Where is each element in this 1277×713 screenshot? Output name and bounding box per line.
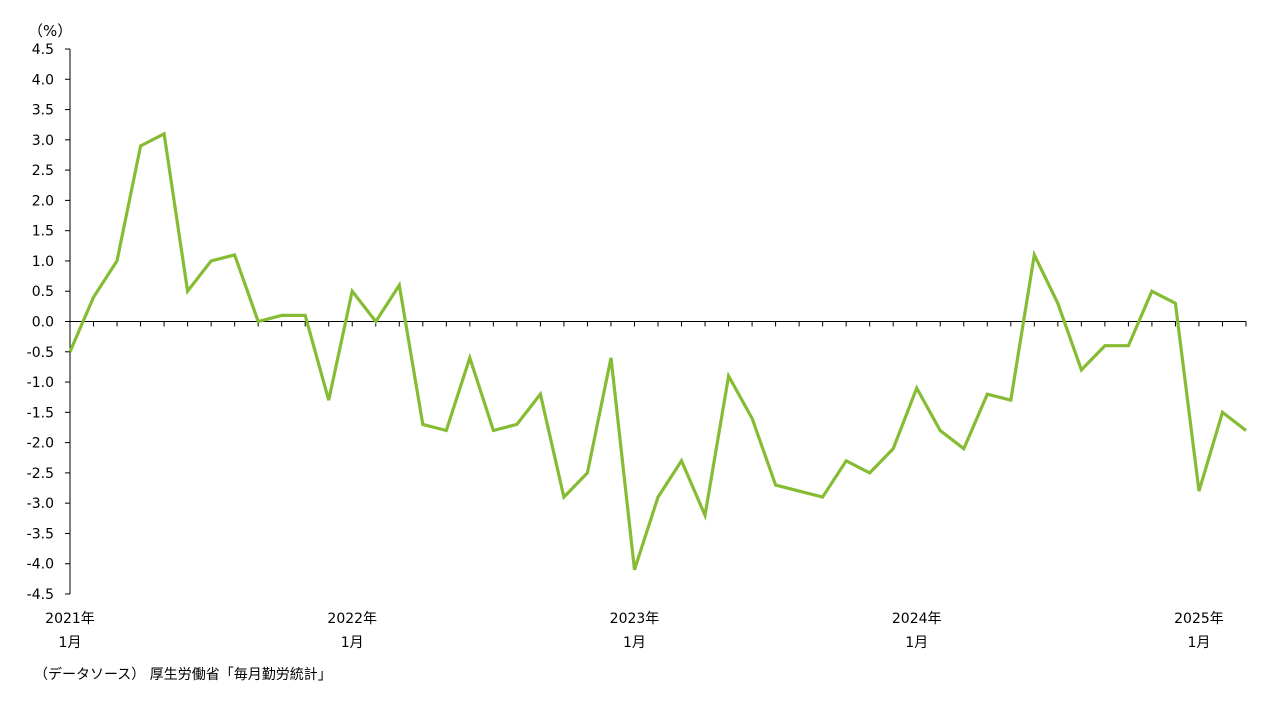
data-point (162, 132, 165, 135)
y-tick-label: 1.5 (32, 224, 54, 240)
y-tick-label: -4.0 (27, 557, 54, 573)
data-point (845, 459, 848, 462)
data-point (892, 447, 895, 450)
y-tick-label: 1.0 (32, 254, 54, 270)
data-point (139, 144, 142, 147)
data-point (1221, 411, 1224, 414)
y-tick-label: 3.5 (32, 103, 54, 119)
x-tick-label-month: 1月 (623, 635, 646, 651)
data-point (1197, 489, 1200, 492)
data-point (703, 514, 706, 517)
data-point (1244, 429, 1247, 432)
data-point (115, 259, 118, 262)
x-tick-label-month: 1月 (341, 635, 364, 651)
data-point (68, 350, 71, 353)
data-point (1056, 302, 1059, 305)
data-point (280, 314, 283, 317)
x-tick-label-month: 1月 (59, 635, 82, 651)
data-point (1033, 253, 1036, 256)
data-point (774, 483, 777, 486)
x-tick-label-month: 1月 (1187, 635, 1210, 651)
y-axis: 4.5 4.0 3.5 3.0 2.5 2.0 1.5 1.0 0.5 0.0 -0.5 -1.0 -1… (27, 42, 71, 603)
data-point (656, 496, 659, 499)
y-tick-label: 4.0 (32, 72, 54, 88)
data-point (445, 429, 448, 432)
data-point (233, 253, 236, 256)
data-point (868, 471, 871, 474)
y-axis-unit-label: （%） (28, 22, 72, 40)
data-point (798, 489, 801, 492)
y-tick-label: 0.5 (32, 284, 54, 300)
data-point (327, 399, 330, 402)
data-point (680, 459, 683, 462)
data-point (304, 314, 307, 317)
data-point (962, 447, 965, 450)
data-point (586, 471, 589, 474)
data-point (1127, 344, 1130, 347)
y-tick-label: -1.5 (27, 405, 54, 421)
data-point (821, 496, 824, 499)
data-point (92, 296, 95, 299)
data-point (515, 423, 518, 426)
y-tick-label: -4.5 (27, 587, 54, 603)
data-point (374, 320, 377, 323)
data-point (727, 374, 730, 377)
data-point (421, 423, 424, 426)
series-layer (68, 131, 1247, 571)
data-point (398, 284, 401, 287)
data-point (562, 496, 565, 499)
data-point (186, 290, 189, 293)
y-tick-label: -2.0 (27, 436, 54, 452)
data-point (468, 356, 471, 359)
x-tick-label-year: 2024年 (892, 611, 942, 627)
data-point (210, 259, 213, 262)
y-tick-label: 2.0 (32, 193, 54, 209)
y-tick-label: 4.5 (32, 42, 54, 58)
data-point (539, 393, 542, 396)
data-point (351, 290, 354, 293)
data-point (750, 417, 753, 420)
data-source-note: （データソース） 厚生労働省「毎月勤労統計」 (34, 667, 332, 683)
data-point (492, 429, 495, 432)
data-point (986, 393, 989, 396)
y-tick-label: -3.5 (27, 526, 54, 542)
data-point (257, 320, 260, 323)
data-point (1103, 344, 1106, 347)
data-point (1150, 290, 1153, 293)
y-tick-label: -1.0 (27, 375, 54, 391)
series-line (68, 131, 1247, 571)
data-point (915, 387, 918, 390)
data-point (939, 429, 942, 432)
y-tick-label: -2.5 (27, 466, 54, 482)
x-tick-label-month: 1月 (905, 635, 928, 651)
x-tick-label-year: 2025年 (1174, 611, 1224, 627)
data-point (633, 568, 636, 571)
data-point (1009, 399, 1012, 402)
y-tick-label: 2.5 (32, 163, 54, 179)
y-tick-label: 3.0 (32, 133, 54, 149)
data-point (609, 356, 612, 359)
x-tick-label-year: 2022年 (327, 611, 377, 627)
y-tick-label: -3.0 (27, 496, 54, 512)
data-point (1174, 302, 1177, 305)
data-point (1080, 368, 1083, 371)
y-tick-label: -0.5 (27, 345, 54, 361)
x-tick-label-year: 2021年 (45, 611, 95, 627)
x-axis: 2021年 1月 2022年 1月 2023年 1月 2024年 1月 2025年 1月 (45, 321, 1247, 651)
x-tick-label-year: 2023年 (610, 611, 660, 627)
y-tick-label: 0.0 (32, 315, 54, 331)
